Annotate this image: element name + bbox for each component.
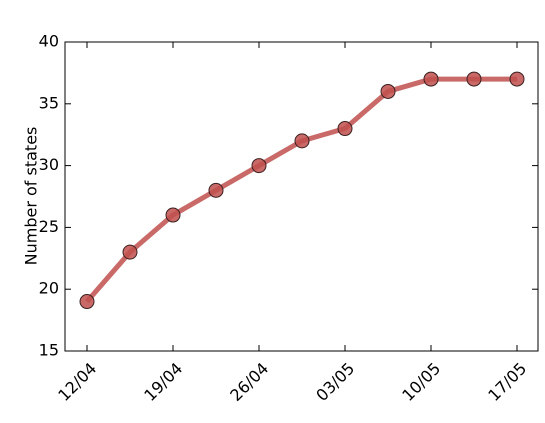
y-tick-label: 20 <box>39 279 59 298</box>
marker <box>165 207 181 223</box>
marker <box>79 294 95 310</box>
marker <box>509 71 525 87</box>
line <box>85 76 517 304</box>
marker <box>251 158 267 174</box>
y-tick-label: 35 <box>39 93 59 112</box>
marker <box>337 121 353 137</box>
x-tick-label: 26/04 <box>226 359 272 405</box>
y-tick-label: 15 <box>39 341 59 360</box>
y-tick-label: 40 <box>39 32 59 51</box>
marker <box>294 133 310 149</box>
marker <box>122 244 138 260</box>
x-tick-label: 10/05 <box>398 359 444 405</box>
marker <box>380 83 396 99</box>
y-axis-label: Number of states <box>22 127 41 266</box>
plot-frame <box>64 41 539 352</box>
x-tick-label: 17/05 <box>484 359 530 405</box>
marker <box>208 182 224 198</box>
x-tick-label: 03/05 <box>312 359 358 405</box>
marker <box>423 71 439 87</box>
y-tick-label: 25 <box>39 217 59 236</box>
marker <box>466 71 482 87</box>
x-tick-label: 19/04 <box>140 359 186 405</box>
x-tick-label: 12/04 <box>54 359 100 405</box>
y-tick-label: 30 <box>39 155 59 174</box>
